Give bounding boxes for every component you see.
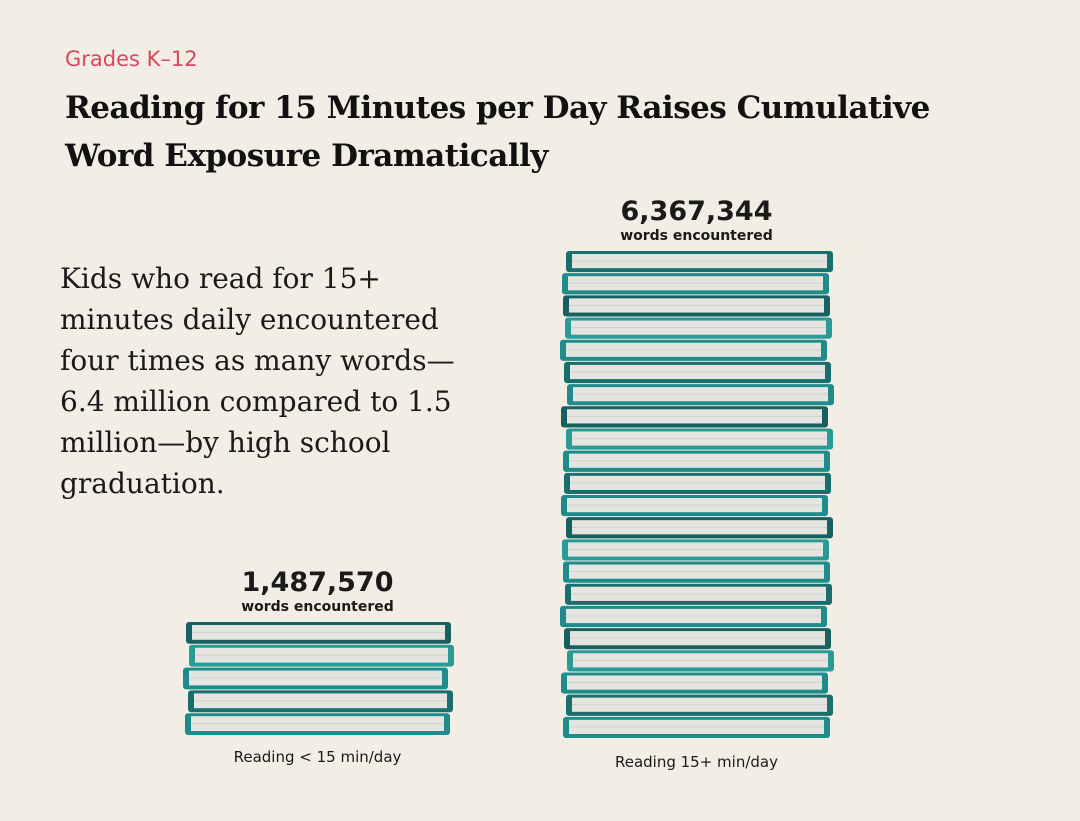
category-label: Reading 15+ min/day bbox=[615, 753, 778, 771]
value-label: 6,367,344 bbox=[620, 196, 772, 227]
annotation: Kids who read for 15+ minutes daily enco… bbox=[60, 262, 455, 500]
book-stack bbox=[560, 251, 834, 738]
supertitle: Grades K–12 bbox=[65, 47, 198, 71]
chart-title: Reading for 15 Minutes per Day Raises Cu… bbox=[65, 90, 930, 174]
value-sublabel: words encountered bbox=[241, 599, 394, 615]
value-sublabel: words encountered bbox=[620, 228, 773, 244]
book-stack bbox=[183, 621, 454, 735]
category-label: Reading < 15 min/day bbox=[234, 748, 402, 766]
value-label: 1,487,570 bbox=[241, 567, 393, 598]
